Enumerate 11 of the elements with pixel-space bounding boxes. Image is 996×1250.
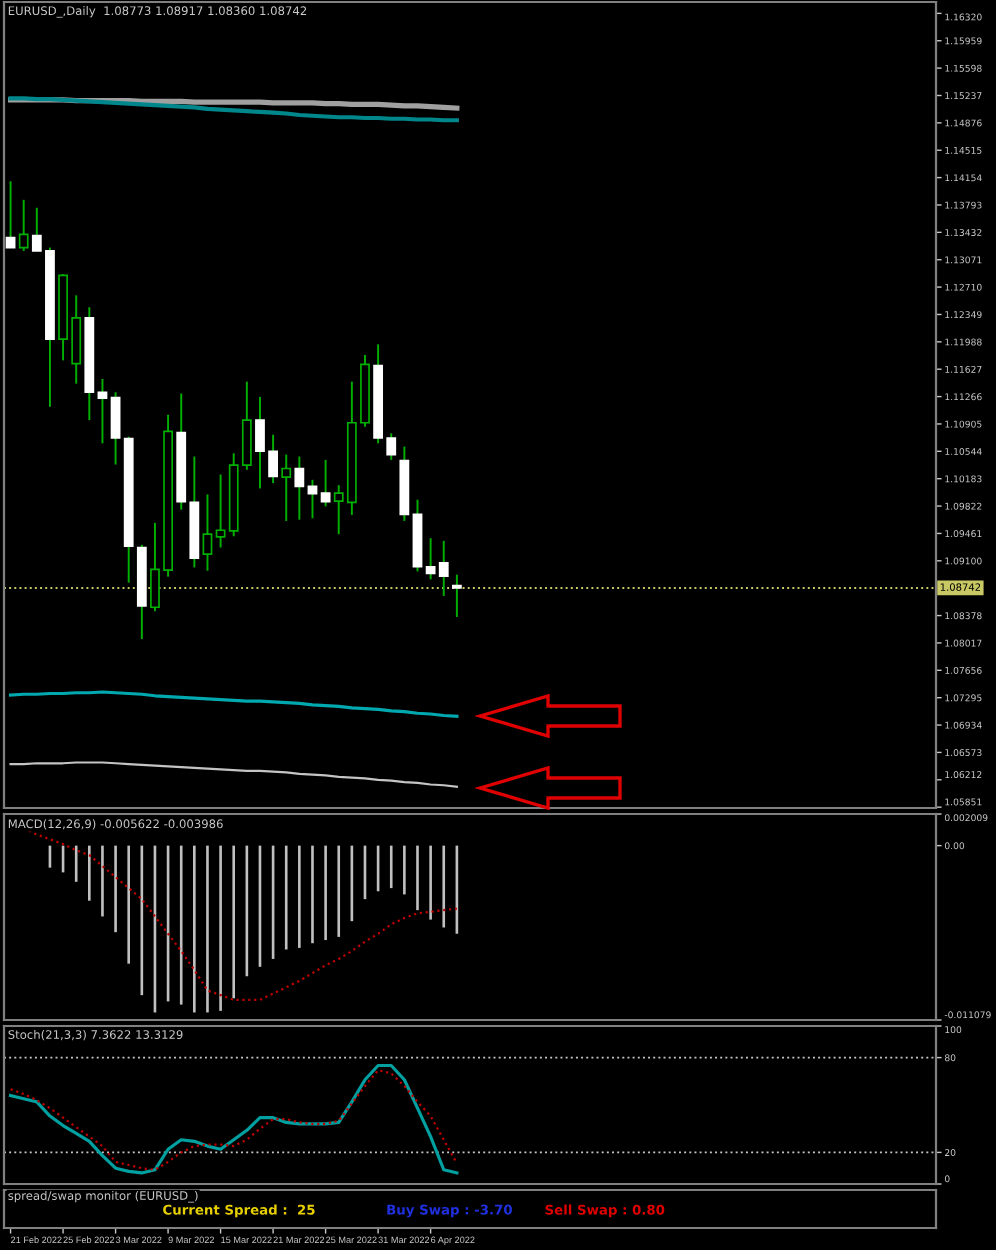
line-series — [8, 690, 459, 718]
candlestick — [18, 198, 29, 252]
line-series — [9, 761, 458, 788]
candlestick — [215, 473, 226, 549]
candlestick — [281, 453, 292, 522]
candlestick — [110, 391, 121, 466]
candlestick — [202, 493, 213, 572]
line-series — [8, 96, 459, 123]
candlestick — [451, 573, 462, 618]
candlestick — [97, 378, 108, 445]
candlestick — [307, 478, 318, 520]
